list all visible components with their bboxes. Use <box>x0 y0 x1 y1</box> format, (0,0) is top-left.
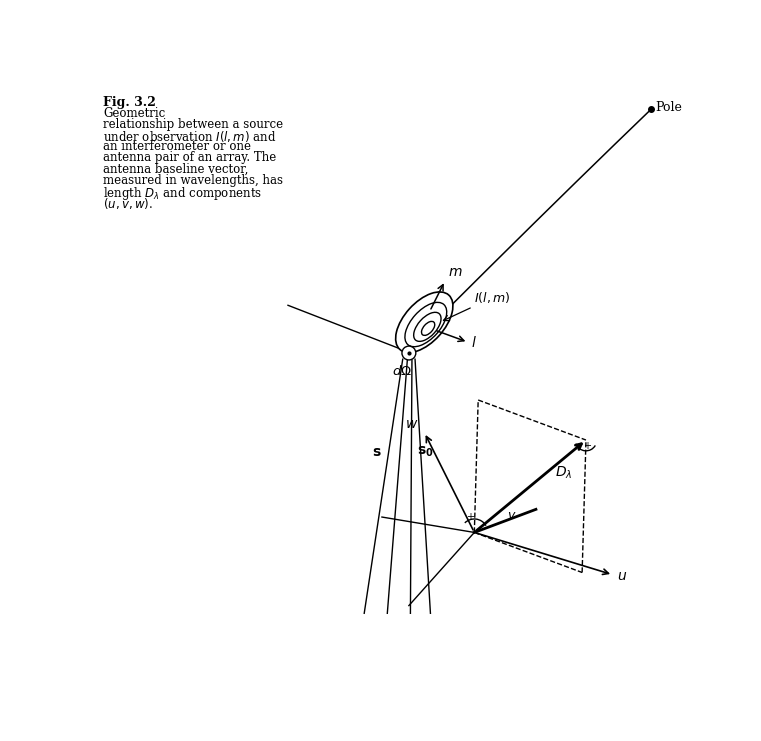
Text: $d\Omega$: $d\Omega$ <box>392 364 412 378</box>
Text: +: + <box>466 512 474 522</box>
Text: $l$: $l$ <box>471 335 477 350</box>
Text: Fig. 3.2: Fig. 3.2 <box>103 96 156 109</box>
Text: measured in wavelengths, has: measured in wavelengths, has <box>103 173 283 187</box>
Ellipse shape <box>422 322 435 336</box>
Ellipse shape <box>414 312 441 342</box>
Text: an interferometer or one: an interferometer or one <box>103 140 251 153</box>
Ellipse shape <box>396 292 453 353</box>
Text: $u$: $u$ <box>616 569 627 583</box>
Text: Pole: Pole <box>655 101 682 114</box>
Text: antenna pair of an array. The: antenna pair of an array. The <box>103 151 276 165</box>
Text: $w$: $w$ <box>405 416 418 431</box>
Text: $\mathbf{s_0}$: $\mathbf{s_0}$ <box>416 445 433 459</box>
Text: +: + <box>584 441 591 451</box>
Text: under observation $I(l, m)$ and: under observation $I(l, m)$ and <box>103 129 277 144</box>
Text: $\mathbf{s}$: $\mathbf{s}$ <box>371 445 381 459</box>
Text: $v$: $v$ <box>507 509 516 522</box>
Text: $D_\lambda$: $D_\lambda$ <box>556 464 572 481</box>
Ellipse shape <box>405 302 447 347</box>
Text: antenna baseline vector,: antenna baseline vector, <box>103 162 249 176</box>
Text: $(u, v, w)$.: $(u, v, w)$. <box>103 196 153 211</box>
Text: $I(l,m)$: $I(l,m)$ <box>474 290 511 305</box>
Text: $m$: $m$ <box>448 265 463 279</box>
Text: length $D_\lambda$ and components: length $D_\lambda$ and components <box>103 185 263 202</box>
Text: Geometric: Geometric <box>103 107 165 119</box>
Circle shape <box>402 346 416 360</box>
Text: relationship between a source: relationship between a source <box>103 118 283 131</box>
